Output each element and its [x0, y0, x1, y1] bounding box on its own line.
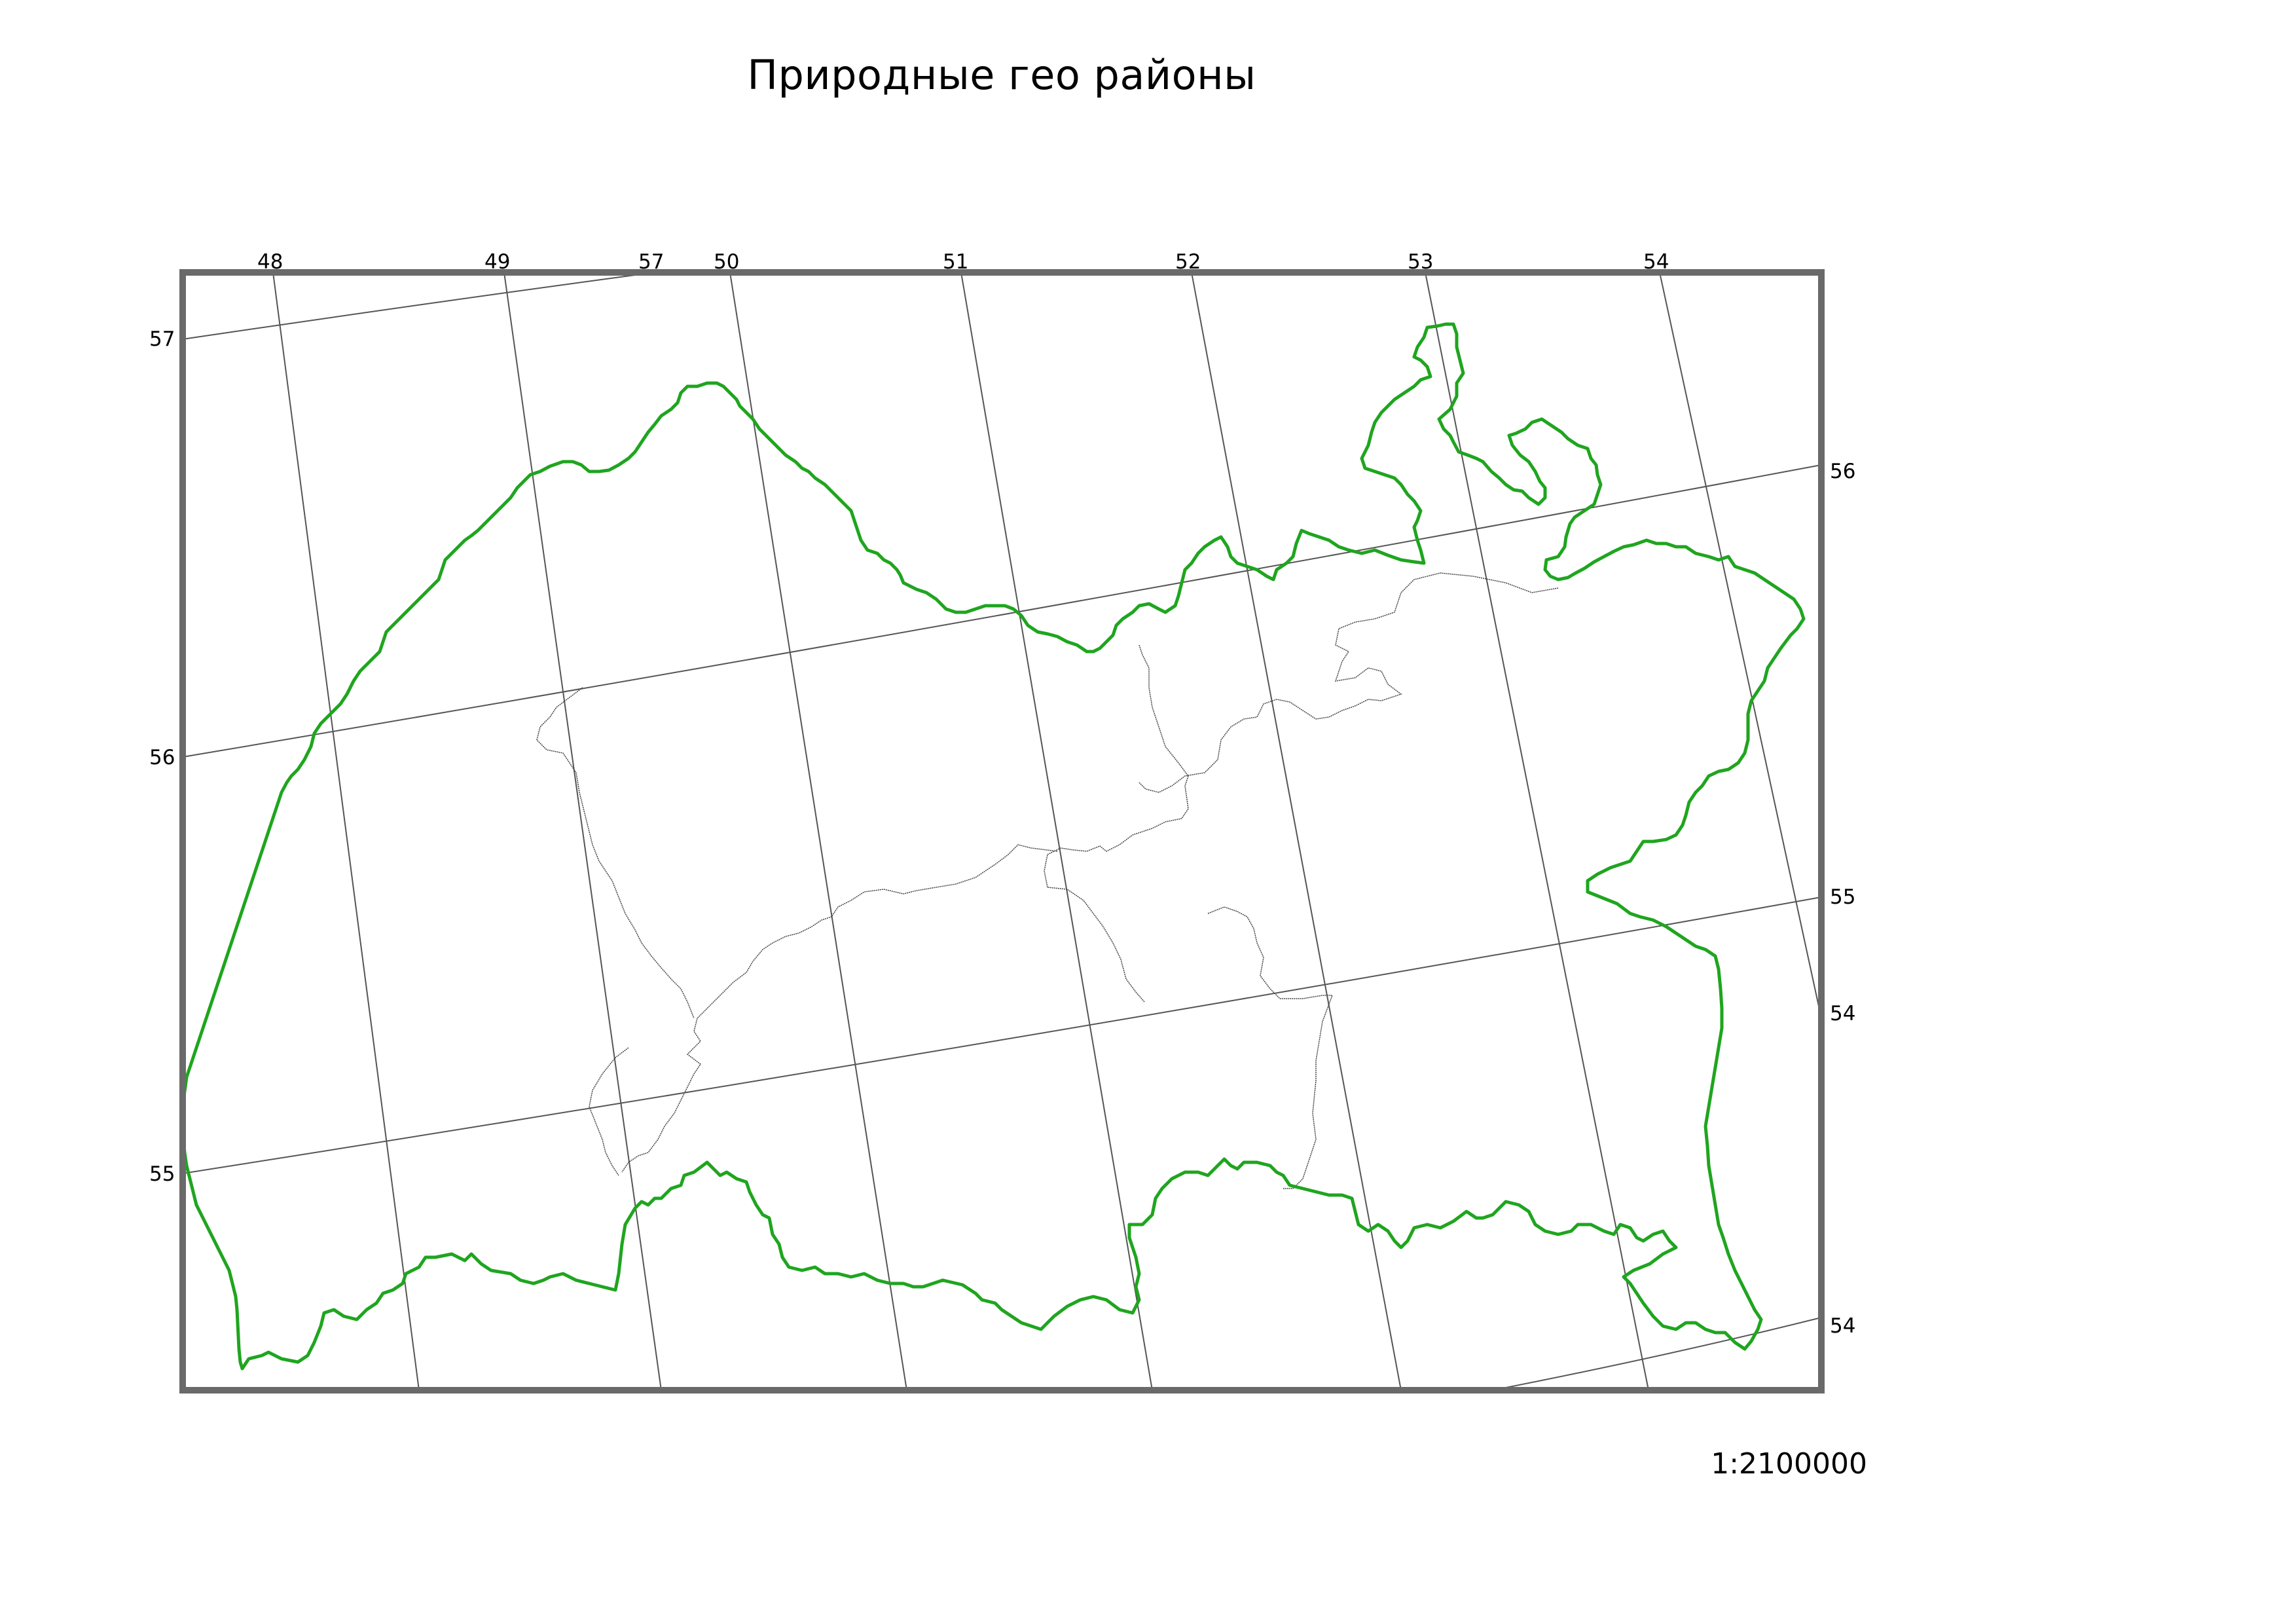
- meridian-line: [729, 272, 907, 1390]
- parallel-line: [183, 464, 1821, 758]
- latitude-labels-right: 56 55 54 54: [1830, 460, 1855, 1338]
- parallel-line: [183, 896, 1821, 1174]
- region-outline: [183, 322, 1806, 1371]
- internal-boundary: [1139, 572, 1559, 793]
- meridian-line: [960, 272, 1153, 1390]
- longitude-labels: 48 49 57 50 51 52 53 54: [257, 250, 1669, 274]
- latitude-labels-left: 57 56 55: [149, 327, 175, 1186]
- lon-label: 51: [943, 250, 968, 274]
- meridian-line: [1659, 272, 1821, 1019]
- meridian-line: [1191, 272, 1402, 1390]
- region-boundary: [183, 322, 1806, 1371]
- meridian-line: [272, 272, 420, 1390]
- meridian-line: [503, 272, 662, 1390]
- internal-boundary: [536, 687, 695, 1019]
- lon-label: 57: [638, 250, 664, 274]
- lon-label: 54: [1643, 250, 1669, 274]
- map-frame: [179, 269, 1825, 1393]
- parallel-line: [1492, 1317, 1821, 1390]
- lat-label: 56: [149, 746, 175, 769]
- lon-label: 52: [1175, 250, 1201, 274]
- internal-boundaries: [536, 572, 1559, 1189]
- lat-label: 54: [1830, 1002, 1855, 1025]
- map-title: Природные гео районы: [747, 51, 1256, 99]
- lon-label: 53: [1408, 250, 1433, 274]
- graticule: [183, 272, 1821, 1390]
- internal-boundary: [621, 844, 1058, 1173]
- lat-label: 55: [1830, 885, 1855, 909]
- internal-boundary: [1044, 644, 1189, 1003]
- parallel-line: [183, 272, 655, 340]
- lon-label: 50: [714, 250, 739, 274]
- lat-label: 55: [149, 1162, 175, 1186]
- scale-label: 1:2100000: [1711, 1447, 1867, 1481]
- lat-label: 57: [149, 327, 175, 351]
- lon-label: 48: [257, 250, 283, 274]
- meridian-line: [1425, 272, 1649, 1390]
- internal-boundary: [1207, 906, 1334, 1189]
- lon-label: 49: [484, 250, 510, 274]
- lat-label: 56: [1830, 460, 1855, 483]
- lat-label: 54: [1830, 1314, 1855, 1338]
